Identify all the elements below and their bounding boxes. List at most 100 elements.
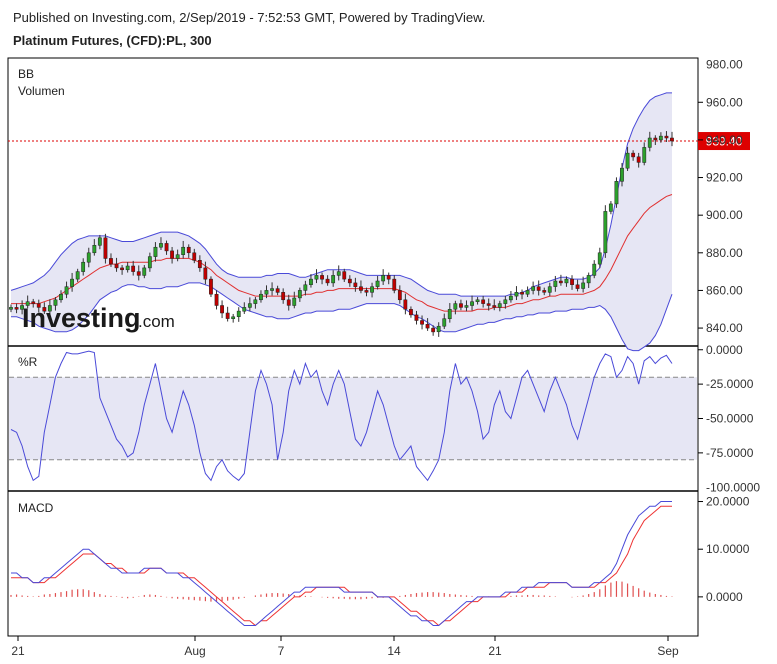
macd-signal-line: [11, 505, 672, 627]
candle-body-down: [286, 299, 291, 306]
price-tick-label: 900.00: [706, 208, 743, 222]
candle: [364, 287, 369, 297]
candle-body-up: [447, 309, 452, 319]
candle: [614, 177, 619, 208]
candle: [658, 132, 663, 143]
candle-body-up: [614, 181, 619, 205]
candle-body-down: [459, 303, 463, 308]
candle-body-down: [220, 305, 224, 314]
indicator-label-volume: Volumen: [18, 84, 65, 98]
macd-tick-label: 10.0000: [706, 542, 750, 556]
candle: [197, 255, 202, 272]
candle: [25, 295, 30, 309]
candle-body-down: [425, 324, 430, 329]
candle: [631, 150, 636, 161]
candle: [642, 142, 647, 166]
candle-body-down: [31, 301, 36, 304]
candle: [147, 252, 152, 272]
candle: [347, 275, 352, 287]
candle: [625, 146, 630, 171]
williams-tick-label: -50.0000: [706, 412, 754, 426]
candle-body-up: [47, 305, 52, 312]
logo-main: Investing: [22, 303, 141, 333]
investing-logo: Investing .com: [22, 303, 175, 333]
candle: [453, 300, 458, 315]
candle: [325, 275, 330, 286]
candle-body-down: [281, 292, 286, 301]
price-panel[interactable]: 939.40: [8, 92, 750, 352]
price-tick-label: 940.00: [706, 133, 743, 147]
candle-body-down: [670, 137, 674, 142]
candle-body-up: [564, 278, 569, 284]
macd-line: [11, 501, 672, 626]
candle: [381, 269, 386, 285]
candle-body-down: [570, 278, 574, 285]
candle: [386, 272, 391, 285]
candle: [153, 242, 158, 262]
candle: [592, 260, 597, 279]
candle-body-up: [64, 286, 69, 295]
price-tick-label: 960.00: [706, 95, 743, 109]
candle-body-up: [309, 278, 313, 285]
candle: [175, 249, 180, 262]
candle: [603, 205, 608, 258]
instrument-title: Platinum Futures, (CFD):PL, 300: [13, 33, 212, 48]
candle-body-up: [603, 211, 608, 254]
candle-body-up: [547, 286, 552, 293]
candle: [553, 275, 558, 292]
candle: [236, 307, 241, 322]
candle-body-down: [542, 290, 547, 293]
candle: [370, 282, 374, 298]
published-caption: Published on Investing.com, 2/Sep/2019 -…: [13, 10, 486, 25]
candle-body-up: [525, 290, 530, 295]
candle: [270, 282, 274, 296]
candle: [425, 318, 430, 331]
candle-body-up: [97, 237, 102, 246]
price-tick-label: 840.00: [706, 321, 743, 335]
candle: [9, 304, 13, 313]
x-tick-label: 21: [488, 644, 502, 658]
candle-body-up: [59, 293, 63, 301]
candle: [508, 290, 513, 303]
candle-body-up: [531, 286, 536, 291]
candle: [70, 272, 74, 292]
candle: [231, 313, 236, 323]
candle: [575, 279, 580, 292]
candle: [142, 265, 147, 279]
candle: [92, 239, 97, 256]
candle-body-up: [336, 271, 341, 276]
bollinger-basis-line: [11, 194, 673, 312]
candle-body-down: [192, 252, 197, 261]
last-price-label: 939.40: [706, 135, 743, 149]
candle-body-down: [359, 286, 363, 291]
candle-body-up: [70, 278, 74, 287]
candle-body-down: [209, 278, 213, 295]
candle: [647, 131, 652, 152]
axes: 960.00 940.00 920.00 900.00 880.00 860.00 840.…: [11, 58, 760, 658]
candle: [20, 300, 24, 315]
candle: [525, 286, 530, 298]
candle-body-up: [20, 305, 24, 310]
candle-body-up: [247, 303, 252, 308]
candle: [14, 303, 19, 314]
candle: [297, 287, 302, 302]
candle-body-down: [558, 280, 563, 284]
macd-panel[interactable]: [10, 501, 673, 627]
candle-body-up: [658, 135, 663, 141]
candle: [414, 310, 419, 325]
candle: [136, 265, 141, 281]
candle-body-down: [520, 292, 524, 295]
williams-r-line: [10, 350, 673, 482]
candle: [436, 322, 441, 337]
candle-body-down: [347, 278, 352, 284]
candle: [31, 298, 36, 308]
price-tick-label: 860.00: [706, 283, 743, 297]
candle-body-up: [597, 252, 602, 265]
williams-r-panel[interactable]: [9, 350, 697, 482]
last-price-badge: 939.40: [698, 132, 750, 151]
candle: [409, 306, 413, 318]
candle: [547, 282, 552, 297]
candle-body-down: [109, 258, 113, 265]
candle-body-up: [514, 292, 519, 297]
